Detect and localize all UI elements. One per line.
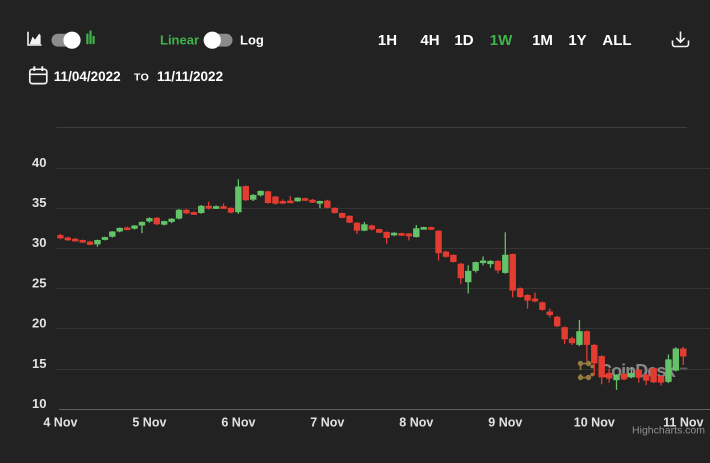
svg-text:1W: 1W: [490, 32, 513, 49]
svg-text:5 Nov: 5 Nov: [132, 416, 166, 430]
svg-text:35: 35: [32, 195, 46, 210]
svg-text:TO: TO: [134, 72, 149, 84]
svg-text:25: 25: [32, 275, 46, 290]
svg-text:7 Nov: 7 Nov: [310, 416, 344, 430]
svg-text:11/04/2022: 11/04/2022: [54, 69, 121, 84]
svg-text:20: 20: [32, 316, 46, 331]
svg-text:11 Nov: 11 Nov: [663, 416, 703, 430]
svg-text:1D: 1D: [454, 32, 473, 49]
svg-text:11/11/2022: 11/11/2022: [157, 69, 223, 84]
svg-text:1Y: 1Y: [568, 32, 586, 49]
svg-text:10: 10: [32, 396, 46, 411]
svg-text:1H: 1H: [378, 32, 397, 49]
svg-text:8 Nov: 8 Nov: [399, 416, 433, 430]
svg-text:Log: Log: [240, 33, 264, 48]
svg-text:Linear: Linear: [160, 33, 199, 48]
svg-text:30: 30: [32, 235, 46, 250]
svg-text:1M: 1M: [532, 32, 553, 49]
svg-text:4 Nov: 4 Nov: [43, 416, 77, 430]
svg-text:4H: 4H: [420, 32, 439, 49]
svg-text:15: 15: [32, 356, 46, 371]
svg-text:ALL: ALL: [602, 32, 631, 49]
svg-text:6 Nov: 6 Nov: [221, 416, 255, 430]
svg-text:10 Nov: 10 Nov: [574, 416, 615, 430]
svg-text:40: 40: [32, 155, 46, 170]
svg-text:Highcharts.com: Highcharts.com: [632, 425, 705, 437]
svg-text:9 Nov: 9 Nov: [488, 416, 522, 430]
